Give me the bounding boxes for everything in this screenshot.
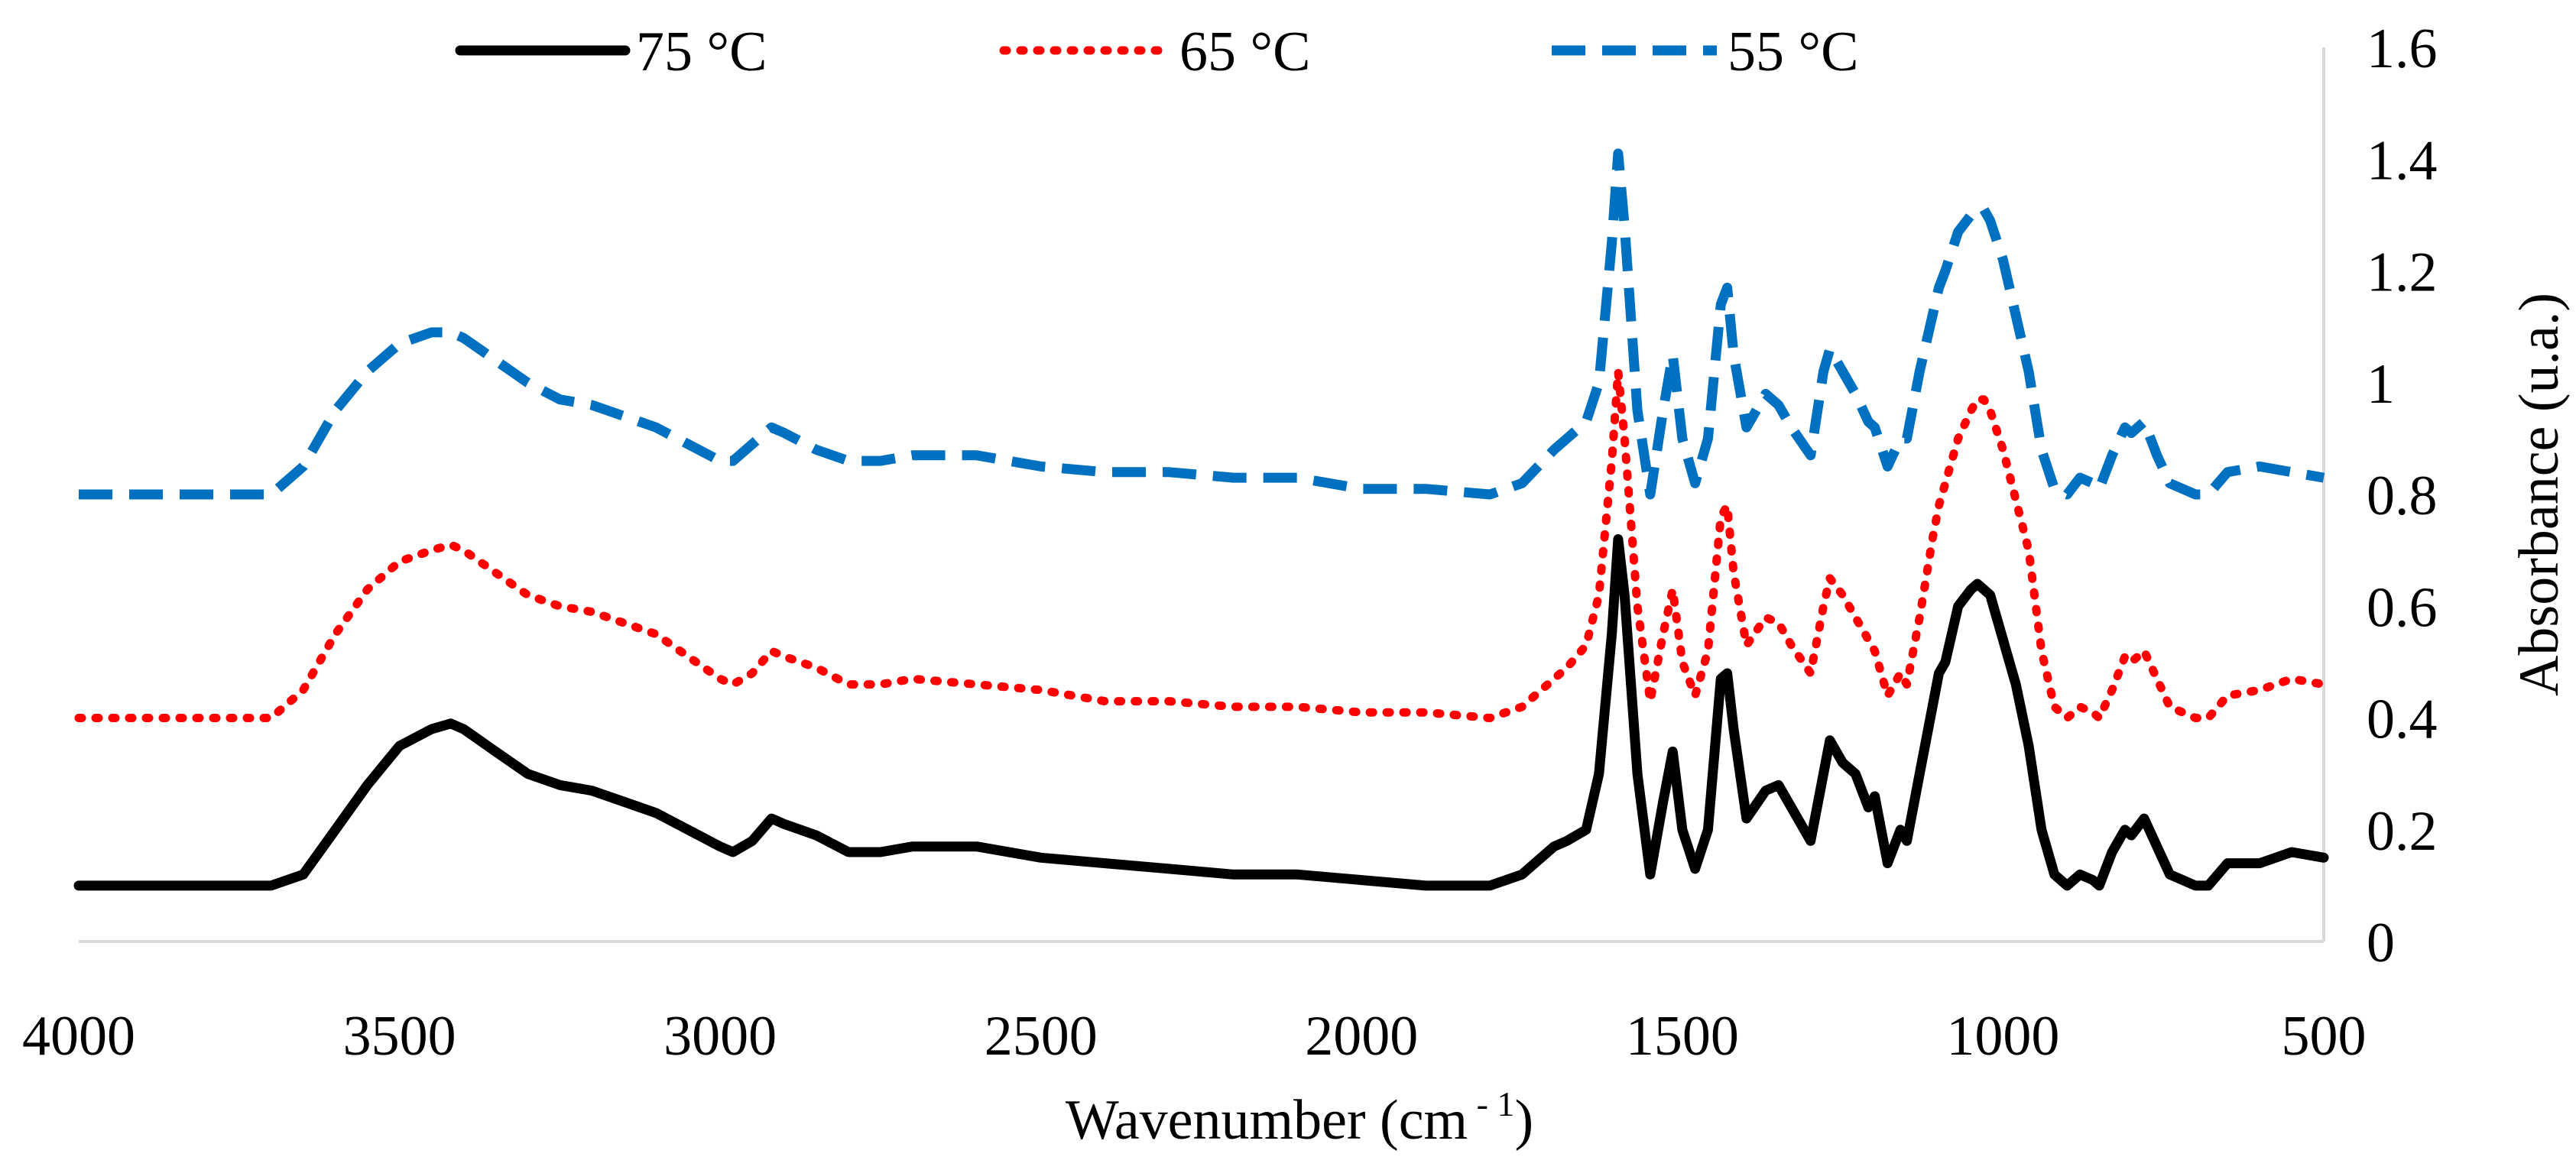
y-tick-label: 1.6 <box>2367 18 2438 80</box>
series-line-2 <box>74 367 2328 722</box>
x-axis-label: Wavenumber (cm - 1) <box>1066 1084 1533 1152</box>
series-line-1 <box>73 534 2329 891</box>
y-tick-label: 0.4 <box>2367 689 2438 751</box>
y-axis-label: Absorbance (u.a.) <box>2508 293 2571 696</box>
y-tick-label: 1.4 <box>2367 129 2438 192</box>
legend-label-3: 55 °C <box>1728 21 1858 83</box>
y-tick-label: 0 <box>2367 912 2395 974</box>
x-axis-label-text: Wavenumber (cm <box>1066 1089 1468 1152</box>
x-tick-labels: 4000 3500 3000 2500 2000 1500 1000 500 <box>22 1005 2367 1068</box>
legend: 75 °C 65 °C 55 °C <box>455 21 1858 83</box>
y-tick-label: 1 <box>2367 353 2395 416</box>
y-tick-label: 0.6 <box>2367 576 2438 639</box>
x-tick-label: 1000 <box>1946 1005 2059 1068</box>
x-tick-label: 2000 <box>1305 1005 1418 1068</box>
y-tick-label: 1.2 <box>2367 241 2438 304</box>
y-tick-label: 0.8 <box>2367 465 2438 527</box>
x-tick-label: 3000 <box>663 1005 777 1068</box>
series-line-3 <box>79 148 2325 500</box>
x-axis-label-superscript: - 1 <box>1468 1084 1514 1123</box>
x-axis-label-close: ) <box>1514 1089 1533 1152</box>
x-tick-label: 1500 <box>1626 1005 1739 1068</box>
legend-label-1: 75 °C <box>636 21 767 83</box>
y-tick-label: 0.2 <box>2367 800 2438 863</box>
x-tick-label: 4000 <box>22 1005 135 1068</box>
y-tick-labels: 0 0.2 0.4 0.6 0.8 1 1.2 1.4 1.6 <box>2367 18 2438 974</box>
x-tick-label: 500 <box>2282 1005 2367 1068</box>
x-tick-label: 2500 <box>985 1005 1098 1068</box>
plot-lines <box>73 148 2329 891</box>
x-tick-label: 3500 <box>343 1005 456 1068</box>
legend-label-2: 65 °C <box>1179 21 1310 83</box>
